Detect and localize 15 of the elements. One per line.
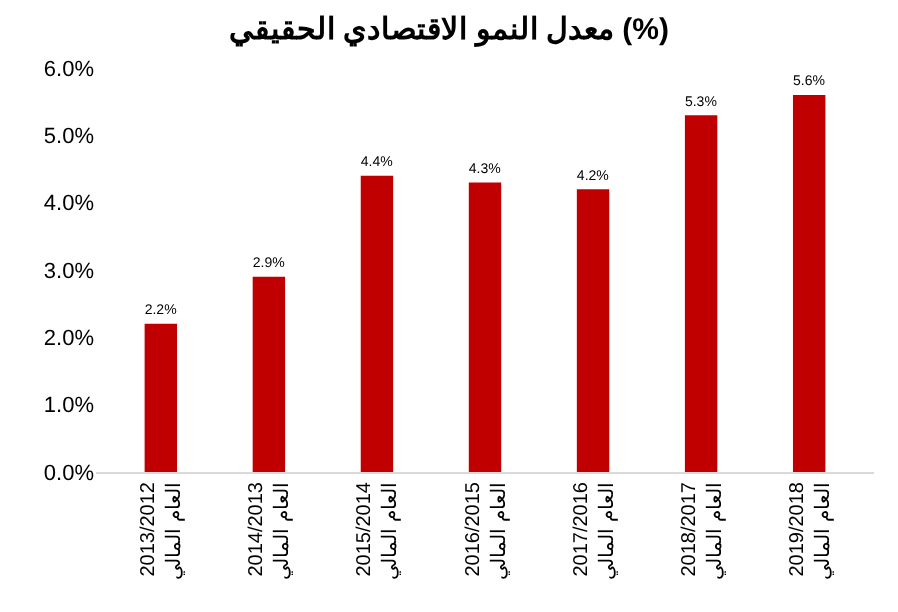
- bar: [468, 182, 502, 472]
- y-tick-label: 3.0%: [43, 259, 95, 284]
- bar: [576, 189, 610, 472]
- y-tick-label: 4.0%: [43, 192, 95, 217]
- bar: [684, 115, 718, 472]
- y-tick-label: 0.0%: [43, 461, 95, 486]
- y-tick-label: 6.0%: [43, 57, 95, 82]
- bar: [144, 323, 178, 472]
- y-tick-label: 2.0%: [43, 327, 95, 352]
- bar: [360, 175, 394, 472]
- y-tick-label: 1.0%: [43, 394, 95, 419]
- bar: [252, 276, 286, 472]
- y-tick-label: 5.0%: [43, 125, 95, 150]
- bar: [792, 94, 826, 472]
- chart-title: معدل النمو الاقتصادي الحقيقي (%): [228, 13, 670, 50]
